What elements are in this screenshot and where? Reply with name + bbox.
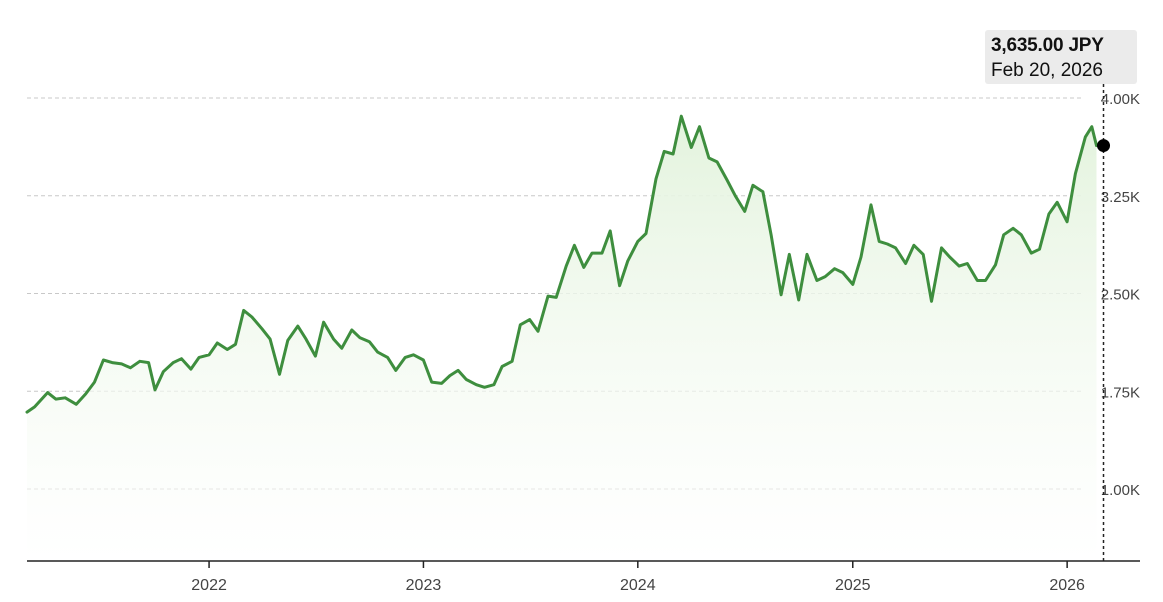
- y-tick-label: 3.25K: [1101, 189, 1140, 206]
- x-tick-label: 2023: [406, 577, 442, 594]
- x-tick-label: 2026: [1049, 577, 1085, 594]
- price-line: [25, 114, 1098, 414]
- y-tick-label: 1.00K: [1101, 482, 1140, 499]
- tooltip-price: 3,635.00 JPY: [991, 35, 1104, 56]
- x-tick-label: 2025: [835, 577, 871, 594]
- x-tick-label: 2022: [191, 577, 227, 594]
- y-tick-label: 4.00K: [1101, 91, 1140, 108]
- x-tick-label: 2024: [620, 577, 656, 594]
- price-tooltip: 3,635.00 JPY Feb 20, 2026: [985, 30, 1137, 84]
- y-tick-label: 1.75K: [1101, 384, 1140, 401]
- tooltip-date: Feb 20, 2026: [991, 60, 1103, 81]
- hover-point: [1097, 139, 1111, 153]
- y-tick-label: 2.50K: [1101, 287, 1140, 304]
- price-area-fill: [27, 116, 1097, 561]
